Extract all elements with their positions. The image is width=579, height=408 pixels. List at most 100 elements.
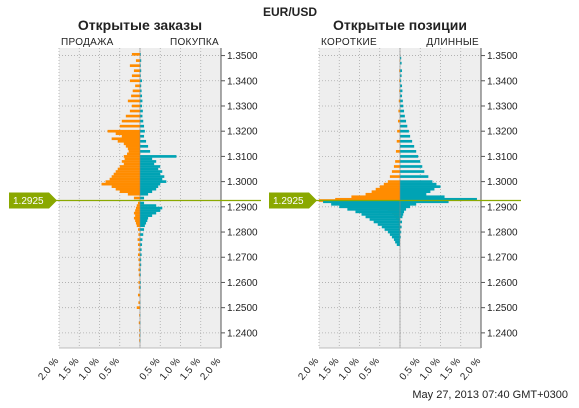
chart-bar — [400, 139, 413, 143]
chart-bar — [365, 215, 400, 219]
chart-bar — [135, 214, 140, 217]
chart-bar — [115, 132, 140, 136]
chart-bar — [361, 213, 400, 216]
chart-bar — [140, 94, 143, 98]
chart-bar — [381, 225, 400, 229]
chart-bar — [140, 119, 144, 123]
chart-bar — [125, 144, 140, 148]
chart-bar — [399, 79, 400, 83]
chart-bar — [140, 160, 157, 163]
chart-bar — [400, 94, 403, 98]
chart-bar — [140, 64, 141, 67]
chart-bar — [339, 205, 400, 209]
chart-bar — [136, 224, 140, 228]
chart-bar — [137, 228, 140, 231]
chart-bar — [140, 170, 163, 173]
x-tick-label: 2.0 % — [296, 356, 321, 383]
chart-bar — [400, 84, 403, 88]
y-tick-label: 1.3000 — [227, 177, 258, 188]
chart-bar — [400, 235, 401, 239]
chart-bar — [140, 224, 145, 228]
y-tick-label: 1.3100 — [227, 152, 258, 163]
y-tick-label: 1.2500 — [227, 303, 258, 314]
chart-bar — [111, 137, 140, 141]
y-tick-label: 1.3200 — [487, 127, 518, 138]
chart-bar — [140, 209, 161, 212]
chart-bar — [140, 248, 142, 252]
chart-bar — [109, 177, 140, 181]
chart-bar — [133, 211, 140, 215]
chart-bar — [140, 89, 142, 93]
chart-bar — [140, 139, 147, 143]
chart-bar — [140, 59, 142, 62]
chart-bar — [135, 209, 140, 212]
chart-bar — [137, 243, 140, 246]
chart-bar — [140, 243, 143, 246]
chart-bar — [131, 104, 140, 108]
chart-bar — [383, 182, 400, 186]
chart-bar — [140, 134, 145, 138]
chart-bar — [123, 155, 140, 158]
chart-bar — [395, 240, 400, 244]
chart-bar — [133, 69, 140, 73]
x-tick-label: 1.0 % — [418, 356, 443, 383]
chart-bar — [373, 220, 400, 224]
chart-bar — [140, 79, 143, 83]
x-tick-label: 2.0 % — [198, 356, 223, 383]
chart-bar — [128, 150, 140, 153]
current-price-label: 1.2925 — [273, 196, 304, 207]
chart-bar — [140, 177, 163, 181]
chart-bar — [400, 124, 408, 128]
chart-bar — [140, 187, 157, 191]
chart-bar — [400, 205, 411, 209]
chart-bar — [140, 263, 142, 267]
chart-bar — [371, 190, 400, 194]
chart-bar — [107, 129, 140, 133]
chart-bar — [138, 258, 140, 262]
y-tick-label: 1.3000 — [487, 177, 518, 188]
right-side-label: ДЛИННЫЕ — [426, 37, 479, 48]
timestamp: May 27, 2013 07:40 GMT+0300 — [412, 389, 568, 401]
chart-bar — [140, 206, 163, 210]
y-tick-label: 1.2900 — [487, 202, 518, 213]
chart-bar — [400, 129, 409, 133]
chart-bar — [389, 175, 400, 178]
chart-bar — [135, 206, 140, 210]
chart-bar — [140, 273, 141, 277]
chart-bar — [384, 228, 400, 231]
chart-bar — [400, 213, 404, 216]
chart-bar — [117, 139, 140, 143]
chart-bar — [115, 187, 140, 191]
x-tick-label: 1.5 % — [57, 356, 82, 383]
x-tick-label: 1.0 % — [337, 356, 362, 383]
y-tick-label: 1.2500 — [487, 303, 518, 314]
chart-bar — [123, 162, 140, 166]
y-tick-label: 1.2800 — [487, 228, 518, 239]
chart-bar — [140, 162, 155, 166]
chart-bar — [140, 221, 147, 225]
y-tick-label: 1.2600 — [487, 278, 518, 289]
chart-bar — [396, 139, 400, 143]
chart-bar — [119, 124, 140, 128]
chart-bar — [140, 109, 143, 113]
chart-bar — [375, 187, 400, 191]
chart-bar — [400, 119, 407, 123]
chart-bar — [400, 175, 429, 178]
y-tick-label: 1.3200 — [227, 127, 258, 138]
y-tick-label: 1.3100 — [487, 152, 518, 163]
x-tick-label: 1.5 % — [317, 356, 342, 383]
chart-bar — [140, 216, 149, 220]
chart-bar — [123, 142, 140, 146]
chart-bar — [400, 89, 403, 93]
chart-bar — [400, 200, 449, 204]
chart-bar — [140, 238, 143, 241]
chart-bar — [399, 89, 400, 93]
chart-bar — [138, 263, 140, 267]
chart-bar — [396, 243, 400, 246]
chart-bar — [400, 215, 403, 219]
chart-bar — [140, 104, 143, 108]
current-price-label: 1.2925 — [13, 196, 44, 207]
chart-bar — [365, 192, 400, 196]
chart-bar — [400, 56, 402, 60]
chart-bar — [400, 170, 425, 173]
